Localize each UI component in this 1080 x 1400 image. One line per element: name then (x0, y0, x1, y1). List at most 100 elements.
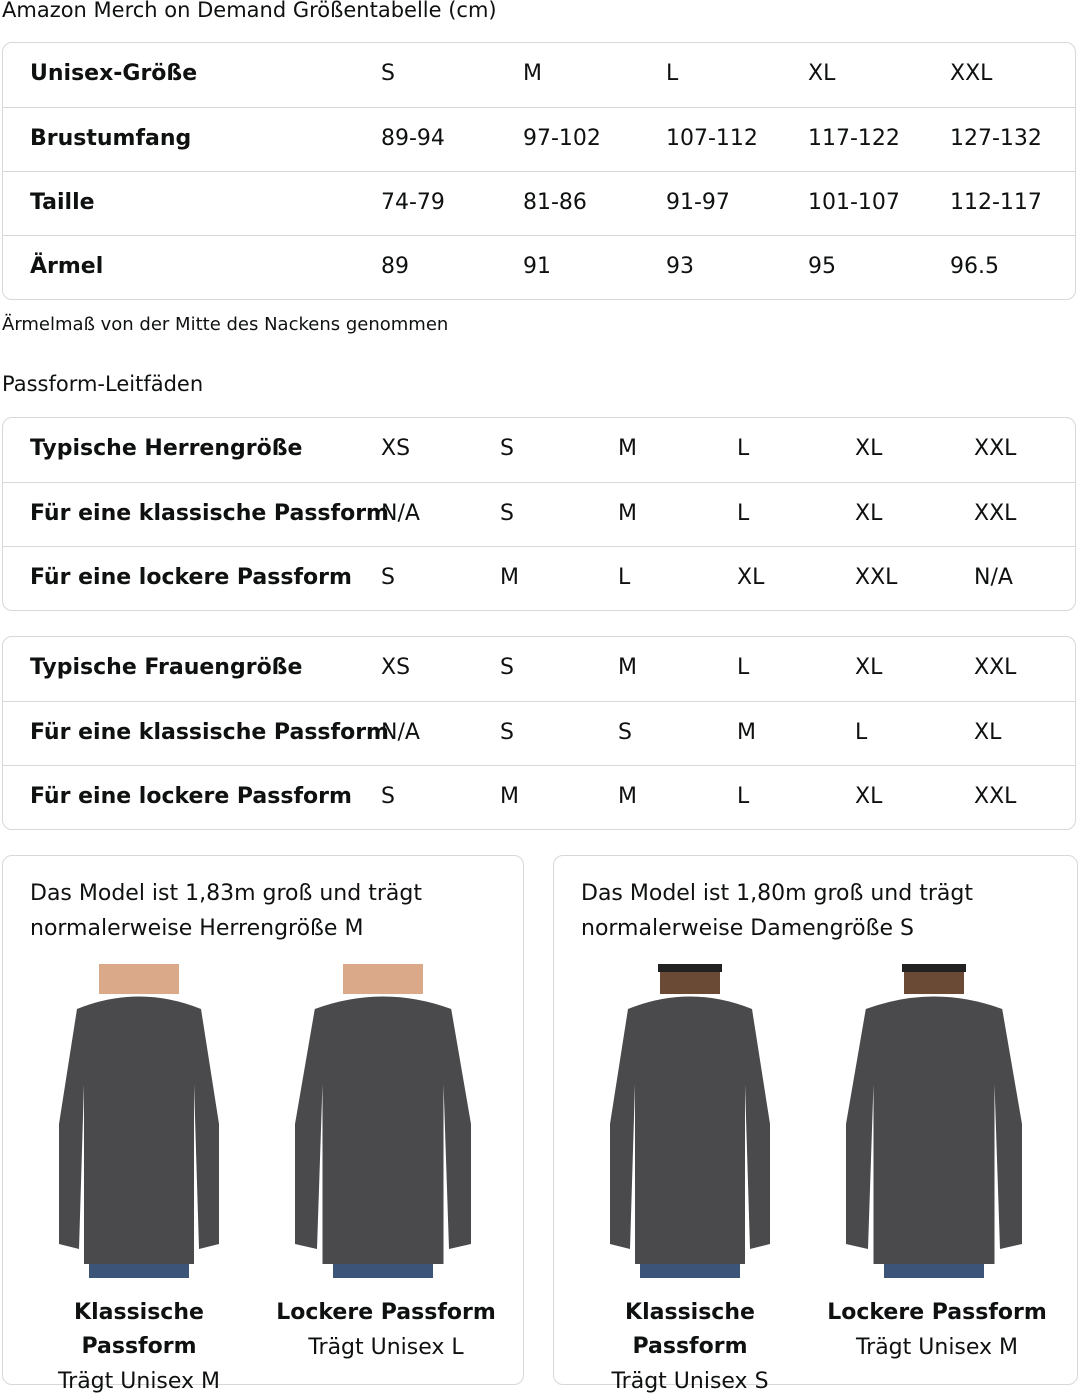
model-card-women: Das Model ist 1,80m groß und trägt normal… (553, 855, 1078, 1394)
table-cell: 97-102 (523, 126, 601, 151)
table-cell: XXL (974, 655, 1017, 680)
table-row: Für eine klassische Passform N/A S S M L XL (3, 701, 1075, 765)
table-cell: XS (381, 436, 411, 461)
table-cell: L (666, 61, 679, 86)
table-cell: 91-97 (666, 190, 730, 215)
row-label: Für eine lockere Passform (30, 565, 352, 590)
fit-title: Klassische Passform (625, 1300, 755, 1359)
table-cell: XXL (974, 784, 1017, 809)
table-cell: XL (855, 501, 883, 526)
table-cell: 112-117 (950, 190, 1042, 215)
table-cell: L (737, 655, 750, 680)
table-row: Für eine lockere Passform S M L XL XXL N/A (3, 546, 1075, 610)
description-line: Das Model ist 1,83m groß und trägt (30, 881, 422, 906)
table-cell: XXL (855, 565, 898, 590)
table-cell: M (523, 61, 542, 86)
table-cell: 107-112 (666, 126, 758, 151)
fit-title: Lockere Passform (827, 1300, 1047, 1325)
table-cell: XL (808, 61, 836, 86)
row-label: Taille (30, 190, 95, 215)
table-cell: M (618, 436, 637, 461)
table-cell: XL (855, 784, 883, 809)
table-cell: S (381, 61, 395, 86)
table-cell: 101-107 (808, 190, 900, 215)
fit-title: Lockere Passform (276, 1300, 496, 1325)
table-cell: XL (737, 565, 765, 590)
table-cell: N/A (381, 501, 420, 526)
row-label: Für eine klassische Passform (30, 720, 389, 745)
model-description: Das Model ist 1,80m groß und trägt normal… (581, 876, 973, 946)
model-photo (590, 964, 790, 1278)
table-cell: N/A (381, 720, 420, 745)
row-label: Ärmel (30, 254, 104, 279)
table-cell: 96.5 (950, 254, 999, 279)
table-cell: S (500, 655, 514, 680)
table-cell: M (737, 720, 756, 745)
table-cell: L (855, 720, 868, 745)
fit-title: Klassische Passform (74, 1300, 204, 1359)
page-title: Amazon Merch on Demand Größentabelle (cm… (2, 0, 497, 22)
table-cell: XS (381, 655, 411, 680)
table-cell: XXL (974, 436, 1017, 461)
table-cell: 81-86 (523, 190, 587, 215)
table-cell: L (618, 565, 631, 590)
table-row: Typische Herrengröße XS S M L XL XXL (3, 418, 1075, 482)
row-label: Für eine klassische Passform (30, 501, 389, 526)
table-cell: XL (974, 720, 1002, 745)
table-cell: 117-122 (808, 126, 900, 151)
table-cell: XL (855, 436, 883, 461)
table-cell: 74-79 (381, 190, 445, 215)
table-cell: N/A (974, 565, 1013, 590)
row-label: Typische Frauengröße (30, 655, 303, 680)
fit-size: Trägt Unisex M (57, 1369, 221, 1394)
table-cell: XXL (950, 61, 993, 86)
sleeve-note: Ärmelmaß von der Mitte des Nackens genom… (2, 314, 449, 335)
table-cell: S (381, 784, 395, 809)
table-cell: 127-132 (950, 126, 1042, 151)
fit-caption: Lockere Passform Trägt Unisex M (812, 1296, 1062, 1366)
table-cell: XXL (974, 501, 1017, 526)
table-cell: 89-94 (381, 126, 445, 151)
table-row: Unisex-Größe S M L XL XXL (3, 43, 1075, 107)
fit-guide-title: Passform-Leitfäden (2, 372, 204, 396)
table-row: Taille 74-79 81-86 91-97 101-107 112-117 (3, 171, 1075, 235)
model-photo (39, 964, 239, 1278)
model-photo (834, 964, 1034, 1278)
men-fit-table: Typische Herrengröße XS S M L XL XXL Für eine k… (2, 417, 1076, 611)
table-cell: 93 (666, 254, 694, 279)
description-line: normalerweise Herrengröße M (30, 916, 364, 941)
table-cell: M (500, 565, 519, 590)
table-cell: L (737, 784, 750, 809)
table-cell: S (500, 720, 514, 745)
description-line: Das Model ist 1,80m groß und trägt (581, 881, 973, 906)
table-row: Für eine klassische Passform N/A S M L XL XXL (3, 482, 1075, 546)
table-cell: XL (855, 655, 883, 680)
description-line: normalerweise Damengröße S (581, 916, 914, 941)
table-row: Brustumfang 89-94 97-102 107-112 117-122 127-… (3, 107, 1075, 171)
fit-size: Trägt Unisex S (611, 1369, 769, 1394)
table-cell: M (618, 655, 637, 680)
size-table: Unisex-Größe S M L XL XXL Brustumfang 89-94 97-1… (2, 42, 1076, 300)
fit-size: Trägt Unisex M (855, 1335, 1019, 1360)
model-photo (283, 964, 483, 1278)
table-cell: S (381, 565, 395, 590)
row-label: Unisex-Größe (30, 61, 198, 86)
row-label: Typische Herrengröße (30, 436, 303, 461)
row-label: Für eine lockere Passform (30, 784, 352, 809)
model-card-men: Das Model ist 1,83m groß und trägt normal… (2, 855, 524, 1394)
women-fit-table: Typische Frauengröße XS S M L XL XXL Für eine k… (2, 636, 1076, 830)
fit-caption: Klassische Passform Trägt Unisex S (565, 1296, 815, 1400)
fit-caption: Lockere Passform Trägt Unisex L (261, 1296, 511, 1366)
table-cell: S (500, 436, 514, 461)
table-cell: 95 (808, 254, 836, 279)
table-row: Für eine lockere Passform S M M L XL XXL (3, 765, 1075, 829)
table-cell: S (500, 501, 514, 526)
table-row: Ärmel 89 91 93 95 96.5 (3, 235, 1075, 299)
table-cell: L (737, 436, 750, 461)
table-cell: M (500, 784, 519, 809)
table-cell: M (618, 784, 637, 809)
table-cell: M (618, 501, 637, 526)
fit-size: Trägt Unisex L (308, 1335, 464, 1360)
row-label: Brustumfang (30, 126, 192, 151)
table-row: Typische Frauengröße XS S M L XL XXL (3, 637, 1075, 701)
